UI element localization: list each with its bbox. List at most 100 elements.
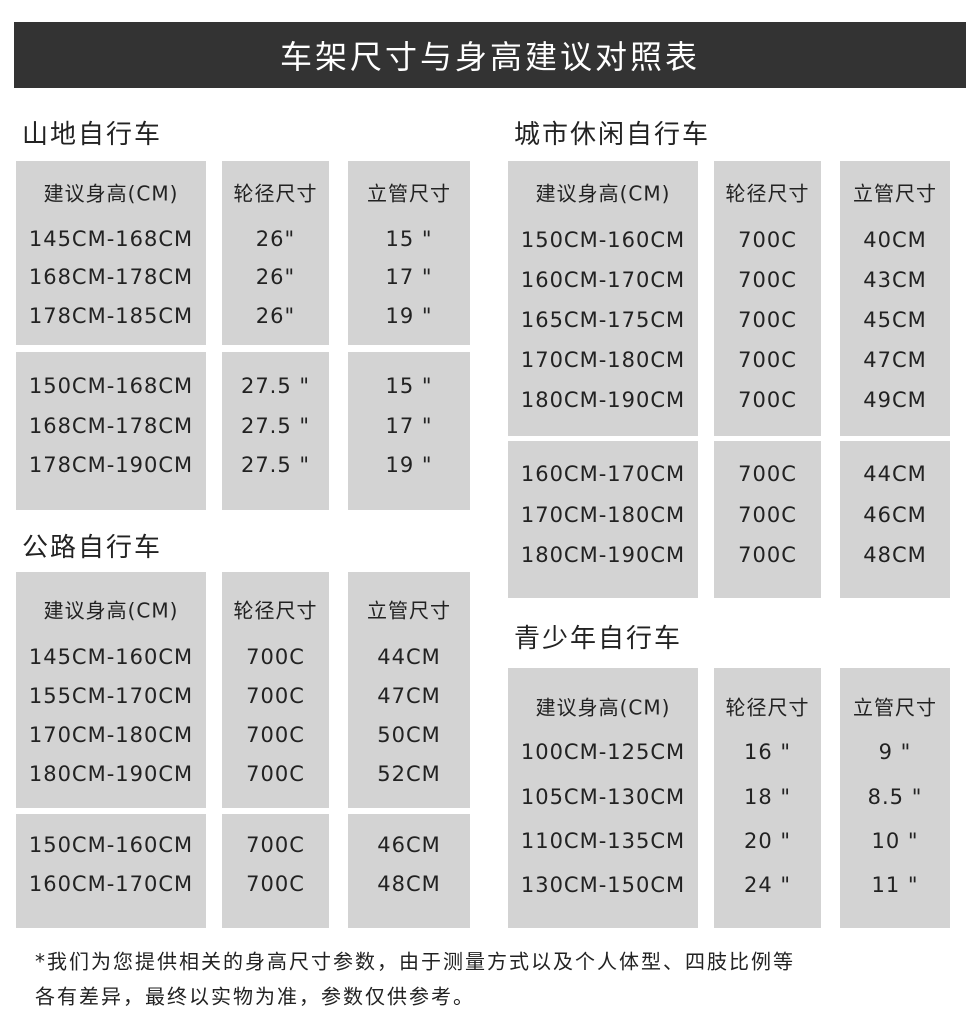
table-cell: 27.5 "	[240, 374, 311, 398]
table-cell: 48CM	[377, 872, 441, 896]
table-cell: 49CM	[863, 388, 927, 412]
column-header: 轮径尺寸	[725, 695, 810, 720]
table-cell-bg-road	[222, 572, 329, 808]
table-cell: 700C	[246, 684, 305, 708]
footnote-line-2: 各有差异，最终以实物为准，参数仅供参考。	[35, 984, 475, 1009]
table-cell: 47CM	[377, 684, 441, 708]
table-cell: 110CM-135CM	[520, 829, 686, 853]
table-cell: 18 "	[743, 785, 792, 809]
table-cell: 52CM	[377, 762, 441, 786]
table-cell-bg-city	[508, 441, 698, 598]
page-title: 车架尺寸与身高建议对照表	[14, 22, 966, 88]
table-cell: 17 "	[385, 414, 433, 438]
table-cell: 700C	[738, 462, 797, 486]
table-cell-bg-mountain	[348, 161, 470, 345]
column-header: 建议身高(CM)	[43, 181, 179, 206]
table-cell: 700C	[738, 268, 797, 292]
table-cell: 11 "	[871, 873, 919, 897]
table-cell: 44CM	[863, 462, 927, 486]
table-cell: 27.5 "	[240, 453, 311, 477]
table-cell: 180CM-190CM	[28, 762, 194, 786]
table-cell: 170CM-180CM	[28, 723, 194, 747]
table-cell: 16 "	[743, 740, 792, 764]
column-header: 建议身高(CM)	[535, 181, 671, 206]
table-cell: 700C	[246, 762, 305, 786]
table-cell: 180CM-190CM	[520, 543, 686, 567]
table-cell: 46CM	[377, 833, 441, 857]
table-cell: 15 "	[385, 227, 433, 251]
table-cell-bg-mountain	[222, 161, 329, 345]
table-cell: 700C	[246, 723, 305, 747]
table-cell: 700C	[738, 543, 797, 567]
table-cell: 700C	[246, 833, 305, 857]
table-cell: 165CM-175CM	[520, 308, 686, 332]
table-cell-bg-road	[348, 814, 470, 928]
table-cell: 130CM-150CM	[520, 873, 686, 897]
table-cell: 45CM	[863, 308, 927, 332]
table-cell: 19 "	[385, 304, 433, 328]
table-cell: 700C	[738, 228, 797, 252]
table-cell-bg-youth	[508, 668, 698, 928]
table-cell-bg-youth	[714, 668, 821, 928]
footnote-line-1: *我们为您提供相关的身高尺寸参数，由于测量方式以及个人体型、四肢比例等	[35, 949, 795, 974]
table-cell: 48CM	[863, 543, 927, 567]
table-cell: 170CM-180CM	[520, 503, 686, 527]
table-cell-bg-mountain	[222, 352, 329, 510]
table-cell: 168CM-178CM	[28, 265, 194, 289]
table-cell: 170CM-180CM	[520, 348, 686, 372]
table-cell: 26"	[255, 227, 296, 251]
table-cell: 105CM-130CM	[520, 785, 686, 809]
section-title-road: 公路自行车	[22, 533, 163, 563]
table-cell: 145CM-160CM	[28, 645, 194, 669]
column-header: 轮径尺寸	[233, 598, 318, 623]
table-cell: 168CM-178CM	[28, 414, 194, 438]
table-cell: 47CM	[863, 348, 927, 372]
table-cell: 26"	[255, 265, 296, 289]
table-cell: 40CM	[863, 228, 927, 252]
column-header: 立管尺寸	[853, 181, 937, 206]
column-header: 立管尺寸	[367, 598, 451, 623]
table-cell: 160CM-170CM	[28, 872, 194, 896]
table-cell: 150CM-160CM	[520, 228, 686, 252]
table-cell: 700C	[738, 503, 797, 527]
column-header: 立管尺寸	[853, 695, 937, 720]
section-title-youth: 青少年自行车	[514, 624, 683, 654]
table-cell-bg-city	[508, 161, 698, 436]
table-cell: 9 "	[878, 740, 912, 764]
table-cell-bg-city	[840, 161, 950, 436]
column-header: 建议身高(CM)	[535, 695, 671, 720]
table-cell: 8.5 "	[867, 785, 923, 809]
table-cell: 19 "	[385, 453, 433, 477]
section-title-mountain: 山地自行车	[22, 120, 163, 150]
table-cell: 145CM-168CM	[28, 227, 194, 251]
table-cell: 26"	[255, 304, 296, 328]
table-cell: 17 "	[385, 265, 433, 289]
table-cell: 27.5 "	[240, 414, 311, 438]
table-cell-bg-mountain	[16, 352, 206, 510]
table-cell: 160CM-170CM	[520, 268, 686, 292]
table-cell: 150CM-168CM	[28, 374, 194, 398]
table-cell: 24 "	[743, 873, 792, 897]
column-header: 轮径尺寸	[233, 181, 318, 206]
table-cell: 700C	[738, 308, 797, 332]
table-cell-bg-mountain	[16, 161, 206, 345]
table-cell: 100CM-125CM	[520, 740, 686, 764]
table-cell-bg-road	[222, 814, 329, 928]
column-header: 轮径尺寸	[725, 181, 810, 206]
table-cell: 180CM-190CM	[520, 388, 686, 412]
table-cell: 46CM	[863, 503, 927, 527]
table-cell-bg-road	[16, 814, 206, 928]
table-cell: 150CM-160CM	[28, 833, 194, 857]
table-cell: 700C	[246, 872, 305, 896]
table-cell: 700C	[738, 388, 797, 412]
table-cell-bg-youth	[840, 668, 950, 928]
table-cell: 15 "	[385, 374, 433, 398]
table-cell-bg-city	[714, 441, 821, 598]
table-cell: 160CM-170CM	[520, 462, 686, 486]
table-cell: 43CM	[863, 268, 927, 292]
table-cell-bg-city	[840, 441, 950, 598]
table-cell: 700C	[246, 645, 305, 669]
table-cell: 178CM-185CM	[28, 304, 194, 328]
table-cell: 44CM	[377, 645, 441, 669]
table-cell-bg-road	[348, 572, 470, 808]
